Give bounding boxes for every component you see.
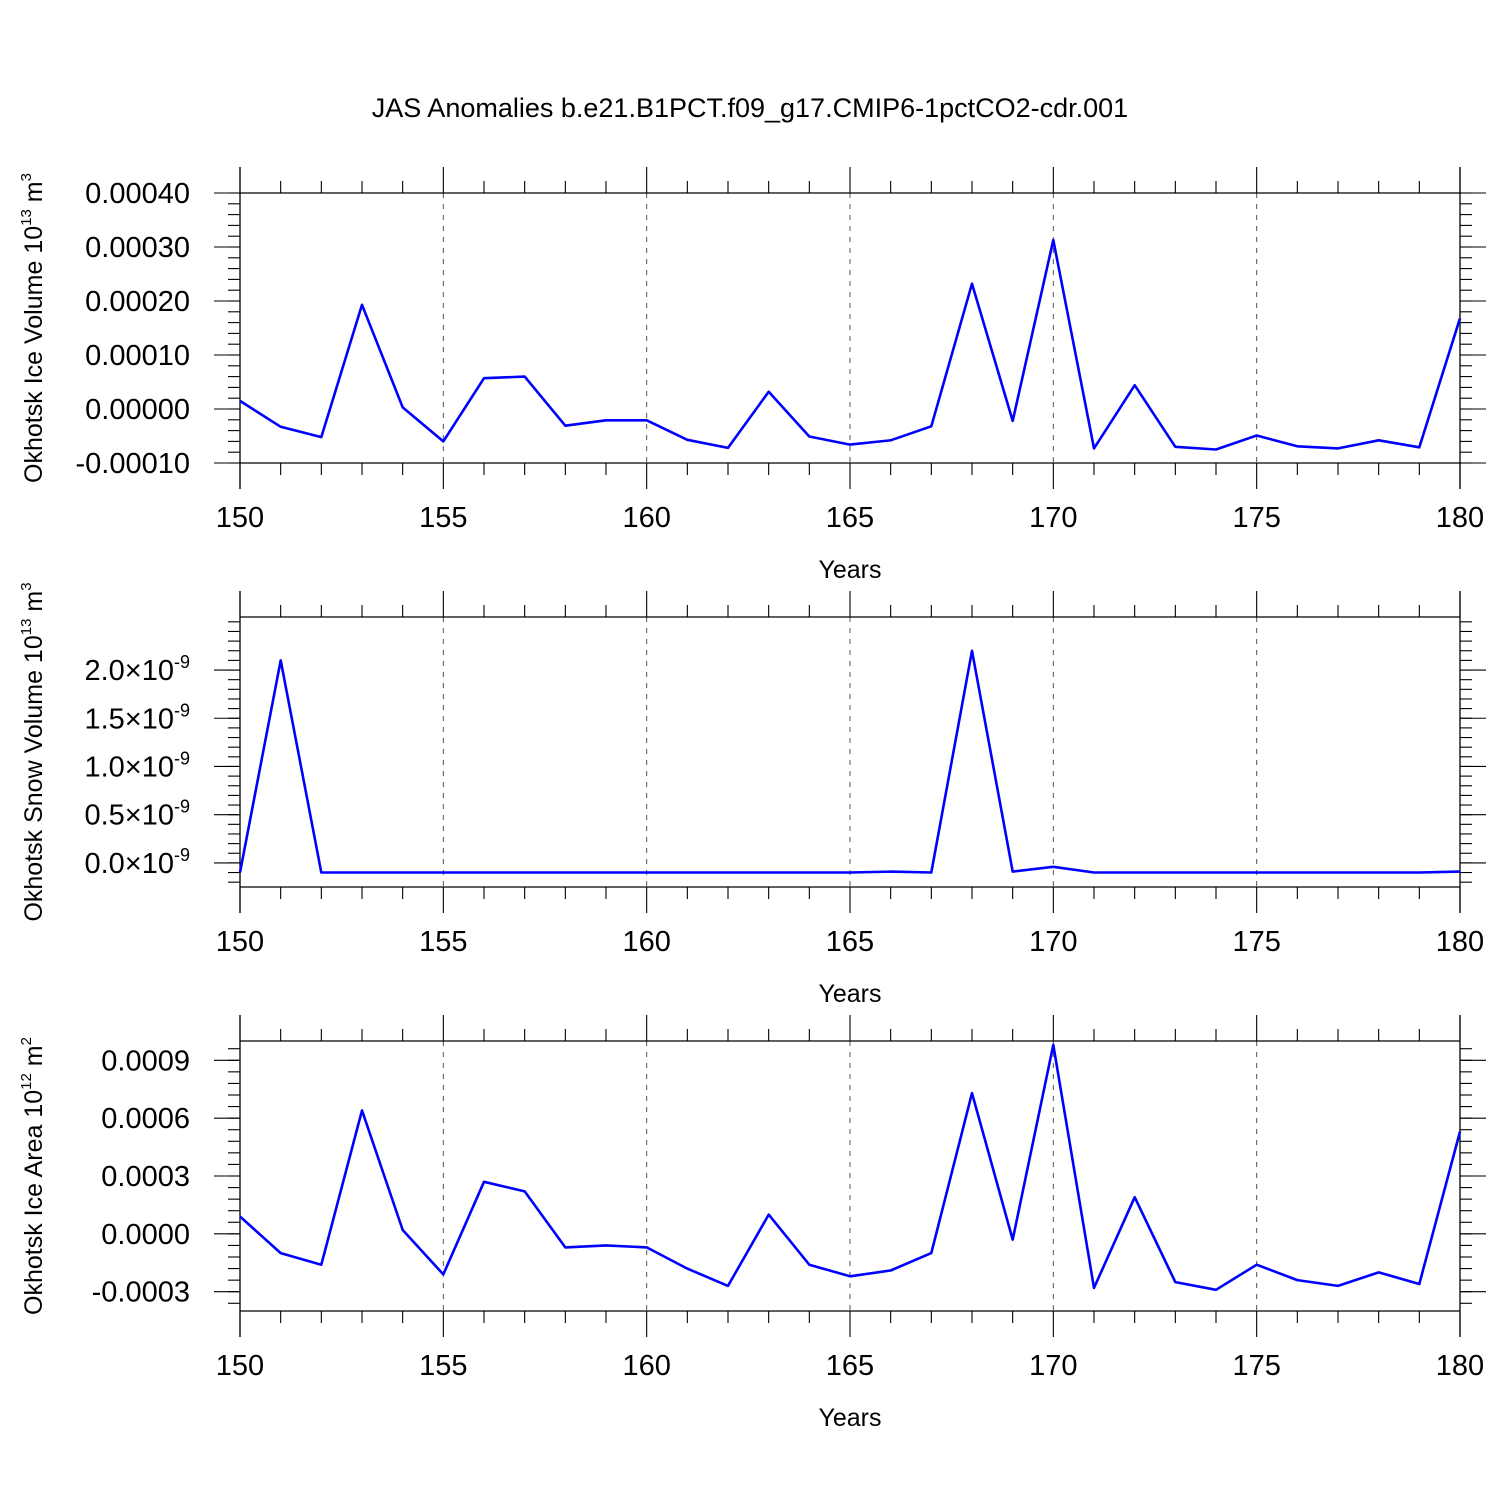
y-axis-label: Okhotsk Snow Volume 1013 m3 <box>18 582 48 921</box>
x-tick-label: 155 <box>419 502 467 534</box>
x-tick-label: 155 <box>419 926 467 958</box>
y-tick-label: 0.00000 <box>85 394 190 426</box>
data-series-line <box>238 649 1461 874</box>
x-tick-label: 150 <box>216 1350 264 1382</box>
y-axis-label: Okhotsk Ice Volume 1013 m3 <box>18 173 48 483</box>
y-tick-label: 0.0×10-9 <box>84 845 190 880</box>
x-tick-label: 165 <box>826 926 874 958</box>
y-tick-label: 1.0×10-9 <box>84 748 190 783</box>
x-tick-label: 155 <box>419 1350 467 1382</box>
x-tick-label: 170 <box>1029 1350 1077 1382</box>
y-tick-label: 0.5×10-9 <box>84 797 190 832</box>
chart-panel-1: -0.00010 0.00000 0.00010 0.00020 0.00030 0.00… <box>18 167 1486 584</box>
x-tick-label: 180 <box>1436 1350 1484 1382</box>
x-tick-label: 160 <box>622 502 670 534</box>
x-axis-label: Years <box>818 1404 881 1432</box>
data-series-line <box>239 238 1462 451</box>
figure-title: JAS Anomalies b.e21.B1PCT.f09_g17.CMIP6-… <box>372 93 1128 123</box>
x-tick-label: 160 <box>622 1350 670 1382</box>
x-tick-label: 175 <box>1232 502 1280 534</box>
x-tick-label: 170 <box>1029 502 1077 534</box>
x-tick-label: 180 <box>1436 502 1484 534</box>
y-tick-label: 0.0009 <box>101 1045 190 1077</box>
y-tick-label: 1.5×10-9 <box>84 700 190 735</box>
x-tick-label: 150 <box>216 926 264 958</box>
data-series-line <box>239 1043 1462 1292</box>
y-tick-label: 0.00040 <box>85 178 190 210</box>
y-tick-label: 0.0000 <box>101 1219 190 1251</box>
x-tick-label: 160 <box>622 926 670 958</box>
x-tick-label: 180 <box>1436 926 1484 958</box>
y-tick-label: 0.00020 <box>85 286 190 318</box>
chart-panel-2: 0.0×10-9 0.5×10-9 1.0×10-9 1.5×10-9 2.0×10-9… <box>18 582 1486 1008</box>
x-tick-label: 170 <box>1029 926 1077 958</box>
x-axis-label: Years <box>818 556 881 584</box>
y-axis-label: Okhotsk Ice Area 1012 m2 <box>18 1037 48 1315</box>
x-tick-label: 150 <box>216 502 264 534</box>
x-tick-label: 165 <box>826 502 874 534</box>
chart-panel-3: -0.0003 0.0000 0.0003 0.0006 0.0009 150 155 160… <box>18 1015 1486 1432</box>
y-tick-label: 0.00030 <box>85 232 190 264</box>
x-axis-label: Years <box>818 980 881 1008</box>
x-tick-label: 175 <box>1232 1350 1280 1382</box>
y-tick-label: 2.0×10-9 <box>84 652 190 687</box>
y-tick-label: 0.00010 <box>85 340 190 372</box>
y-tick-label: 0.0006 <box>101 1103 190 1135</box>
y-tick-label: -0.00010 <box>76 448 191 480</box>
y-tick-label: -0.0003 <box>92 1277 190 1309</box>
x-tick-label: 165 <box>826 1350 874 1382</box>
y-tick-label: 0.0003 <box>101 1161 190 1193</box>
panels: -0.00010 0.00000 0.00010 0.00020 0.00030 0.00… <box>18 167 1486 1432</box>
x-tick-label: 175 <box>1232 926 1280 958</box>
